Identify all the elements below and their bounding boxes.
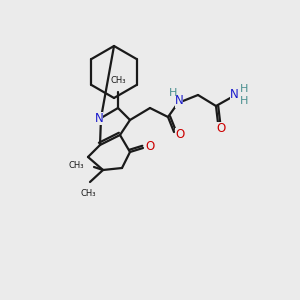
Text: H: H [240,96,248,106]
Text: CH₃: CH₃ [110,76,126,85]
Text: N: N [230,88,238,101]
Text: O: O [216,122,226,134]
Text: CH₃: CH₃ [68,160,84,169]
Text: N: N [175,94,183,107]
Text: H: H [169,88,177,98]
Text: H: H [240,84,248,94]
Text: O: O [146,140,154,154]
Text: N: N [94,112,103,124]
Text: O: O [176,128,184,140]
Text: CH₃: CH₃ [80,189,96,198]
